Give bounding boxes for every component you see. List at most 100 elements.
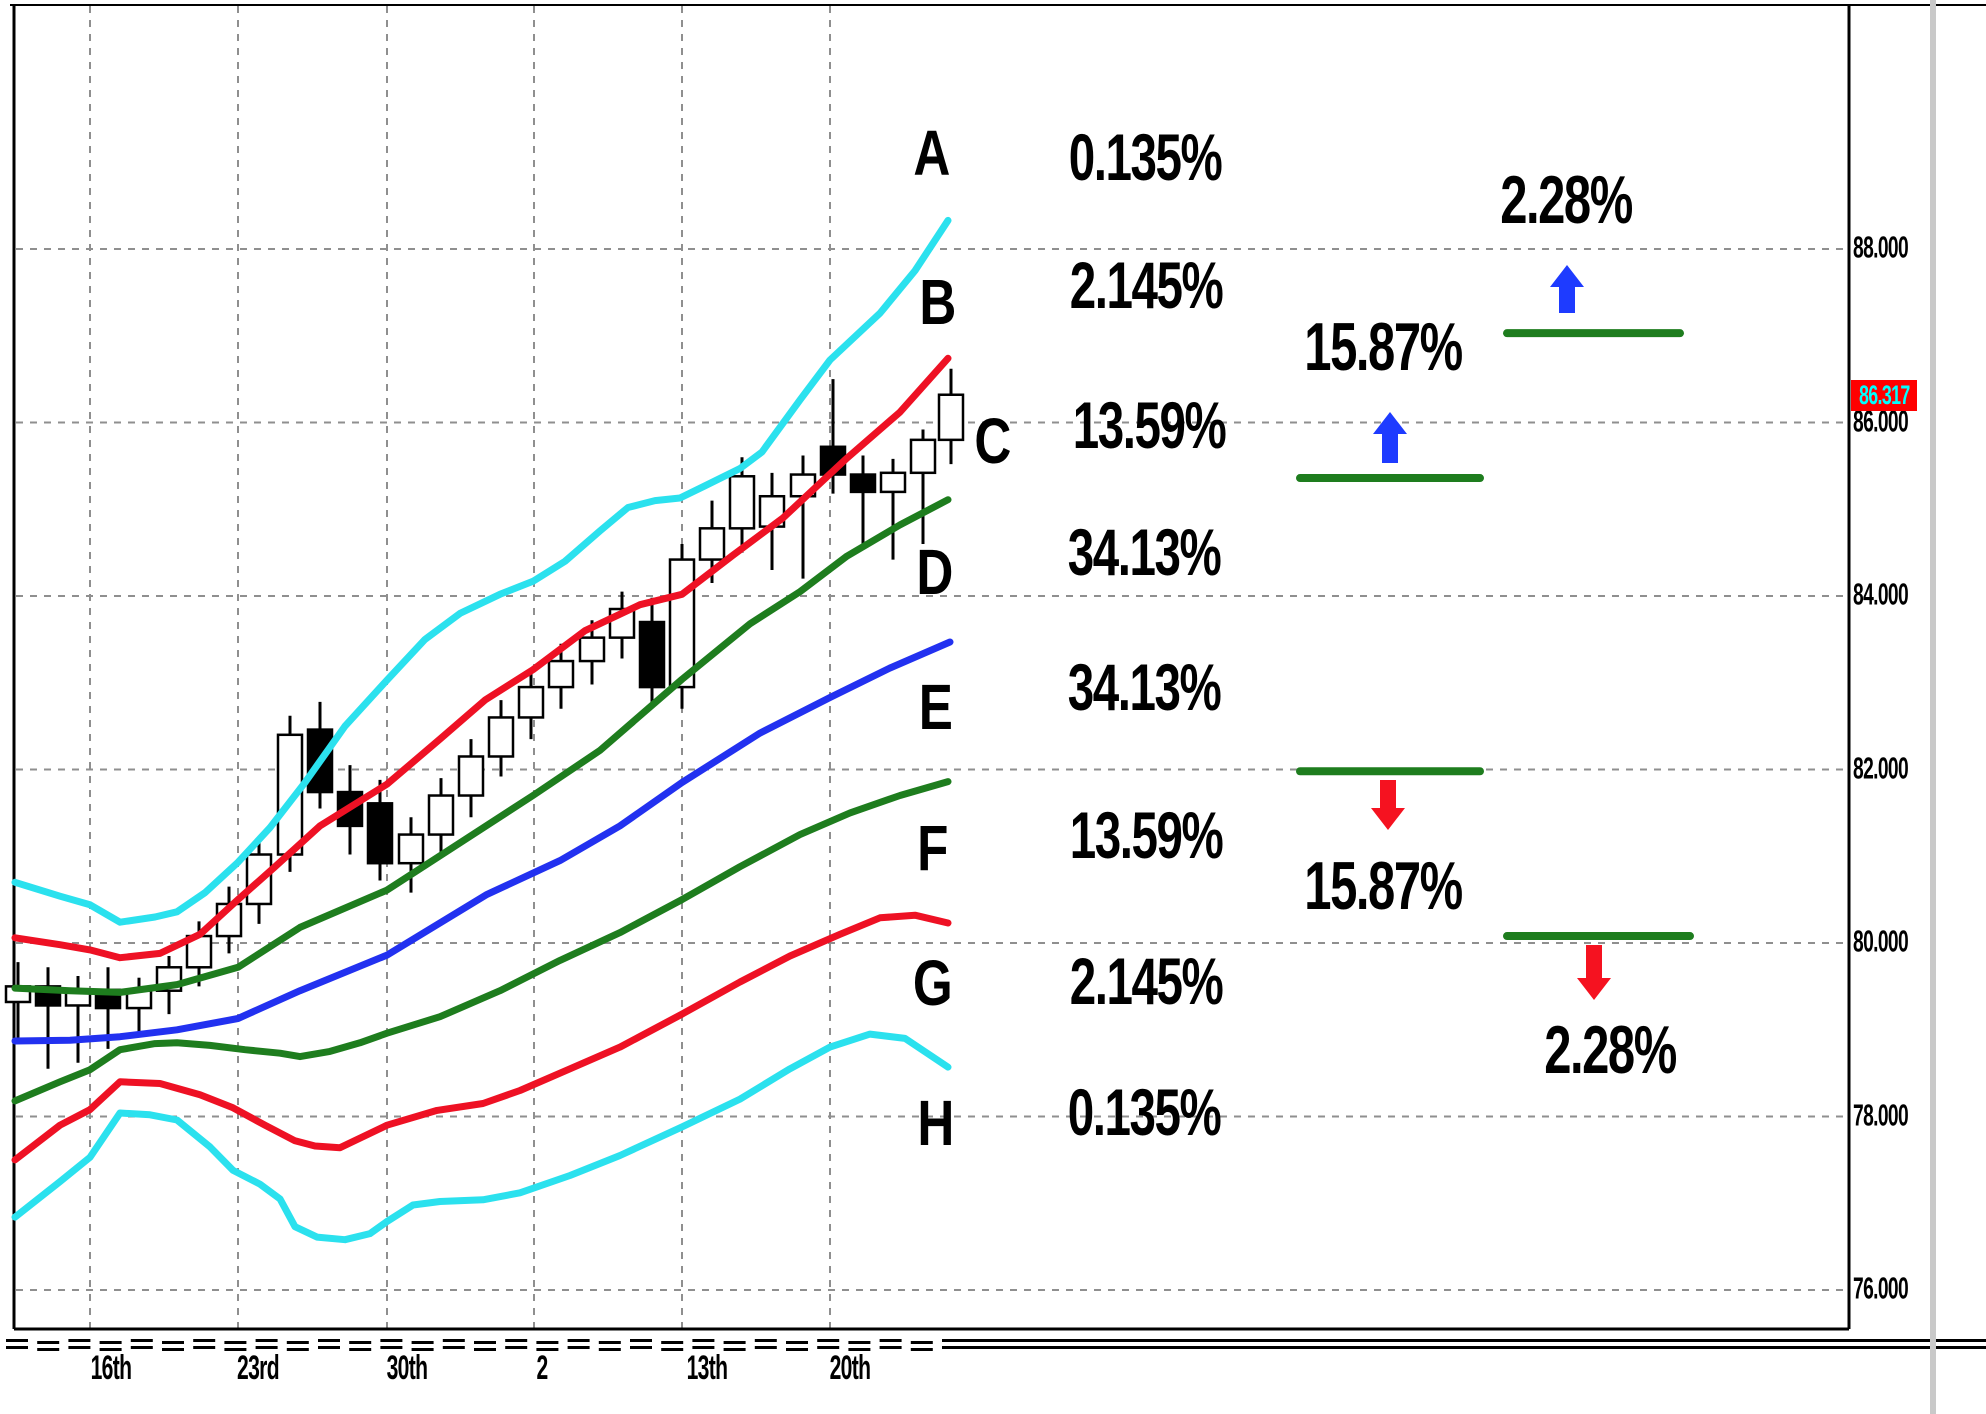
x-axis-tick xyxy=(661,1341,684,1344)
x-axis-tick xyxy=(879,1346,902,1349)
x-axis-tick xyxy=(68,1346,91,1349)
x-axis-tick xyxy=(754,1346,777,1349)
x-axis-label: 20th xyxy=(829,1349,871,1387)
x-axis-label: 2 xyxy=(536,1349,548,1387)
x-axis-tick xyxy=(6,1339,28,1342)
x-axis-label: 23rd xyxy=(236,1349,280,1387)
band-plus-3-sigma xyxy=(11,216,952,926)
zone-letter-E: E xyxy=(918,671,953,743)
candle-body-up xyxy=(698,527,726,561)
x-axis-tick xyxy=(692,1346,715,1349)
x-axis-tick xyxy=(817,1346,840,1349)
band-minus-2-sigma xyxy=(11,911,952,1164)
candle-body-up xyxy=(879,471,907,494)
breakout-probability: 2.28% xyxy=(1500,162,1633,238)
x-axis-tick xyxy=(723,1341,746,1344)
band-plus-1-sigma xyxy=(11,496,952,996)
zone-probability: 2.145% xyxy=(1069,944,1224,1018)
candle-body-up xyxy=(547,659,575,689)
x-axis-tick xyxy=(442,1339,465,1342)
x-axis-tick xyxy=(162,1348,184,1351)
x-axis-tick xyxy=(848,1348,871,1351)
band-minus-1-sigma xyxy=(11,778,952,1105)
x-axis-tick xyxy=(68,1339,91,1342)
x-axis-tick xyxy=(193,1339,216,1342)
x-axis-tick xyxy=(879,1339,902,1342)
x-axis-tick xyxy=(598,1348,621,1351)
x-axis-tick xyxy=(598,1341,621,1344)
x-axis-tick xyxy=(474,1348,496,1351)
zone-probability: 34.13% xyxy=(1067,650,1222,724)
x-axis-label: 30th xyxy=(386,1349,428,1387)
candle-body-up xyxy=(517,685,545,719)
x-axis-tick xyxy=(224,1348,247,1351)
x-axis-tick xyxy=(567,1346,590,1349)
x-axis-tick xyxy=(505,1346,528,1349)
x-axis-tick xyxy=(349,1341,372,1344)
x-axis-tick xyxy=(661,1348,684,1351)
x-axis-tick xyxy=(380,1339,403,1342)
zone-letter-D: D xyxy=(916,536,953,608)
candle-body-down xyxy=(366,802,394,865)
y-axis-label: 80.000 xyxy=(1853,923,1909,959)
x-axis-tick xyxy=(99,1348,122,1351)
x-axis-tick xyxy=(442,1346,465,1349)
x-axis-tick xyxy=(349,1348,372,1351)
x-axis-tick xyxy=(786,1341,808,1344)
x-axis-label: 13th xyxy=(686,1349,728,1387)
zone-probability: 34.13% xyxy=(1067,515,1222,589)
x-axis-tick xyxy=(286,1348,309,1351)
x-axis-tick xyxy=(848,1341,871,1344)
y-axis-label: 88.000 xyxy=(1853,229,1909,265)
zone-letter-A: A xyxy=(913,117,950,189)
x-axis-tick xyxy=(630,1339,652,1342)
y-axis-label: 76.000 xyxy=(1853,1270,1909,1306)
down-arrow-icon xyxy=(1371,780,1405,830)
x-axis-tick xyxy=(411,1341,434,1344)
x-axis-tick xyxy=(474,1341,496,1344)
breakout-probability: 15.87% xyxy=(1304,848,1463,924)
x-axis-tick xyxy=(193,1346,216,1349)
zone-letter-B: B xyxy=(919,266,956,338)
x-axis-line xyxy=(950,1339,1986,1342)
candle-body-down xyxy=(849,473,877,494)
zone-probability: 0.135% xyxy=(1067,1075,1222,1149)
x-axis-tick xyxy=(37,1341,60,1344)
x-axis-tick xyxy=(130,1346,153,1349)
x-axis-tick xyxy=(817,1339,840,1342)
x-axis-tick xyxy=(536,1348,559,1351)
x-axis-tick xyxy=(318,1339,340,1342)
last-price-value: 86.317 xyxy=(1858,380,1910,410)
x-axis-tick xyxy=(380,1346,403,1349)
x-axis-tick xyxy=(99,1341,122,1344)
candle-body-up xyxy=(578,636,606,663)
last-price-badge: 86.317 xyxy=(1851,380,1917,411)
x-axis-tick xyxy=(318,1346,340,1349)
band-plus-2-sigma xyxy=(11,354,952,962)
x-axis-tick xyxy=(786,1348,808,1351)
x-axis-tick xyxy=(723,1348,746,1351)
x-axis-label: 16th xyxy=(90,1349,132,1387)
candle-body-up xyxy=(457,755,485,797)
candle-body-up xyxy=(397,833,425,865)
zone-letter-F: F xyxy=(917,812,948,884)
x-axis-tick xyxy=(286,1341,309,1344)
x-axis-tick xyxy=(162,1341,184,1344)
x-axis-tick xyxy=(411,1348,434,1351)
x-axis-tick xyxy=(224,1341,247,1344)
candle-body-up xyxy=(487,716,515,758)
zone-letter-C: C xyxy=(974,405,1011,477)
x-axis-tick xyxy=(6,1346,28,1349)
x-axis-tick xyxy=(37,1348,60,1351)
candle-body-up xyxy=(937,393,965,442)
up-arrow-icon xyxy=(1373,412,1407,463)
zone-probability: 13.59% xyxy=(1069,798,1224,872)
y-axis-label: 84.000 xyxy=(1853,576,1909,612)
x-axis-tick xyxy=(536,1341,559,1344)
band-mean xyxy=(11,638,954,1045)
up-arrow-icon xyxy=(1550,265,1584,313)
right-scrollbar[interactable] xyxy=(1930,0,1936,1414)
x-axis-tick xyxy=(130,1339,153,1342)
